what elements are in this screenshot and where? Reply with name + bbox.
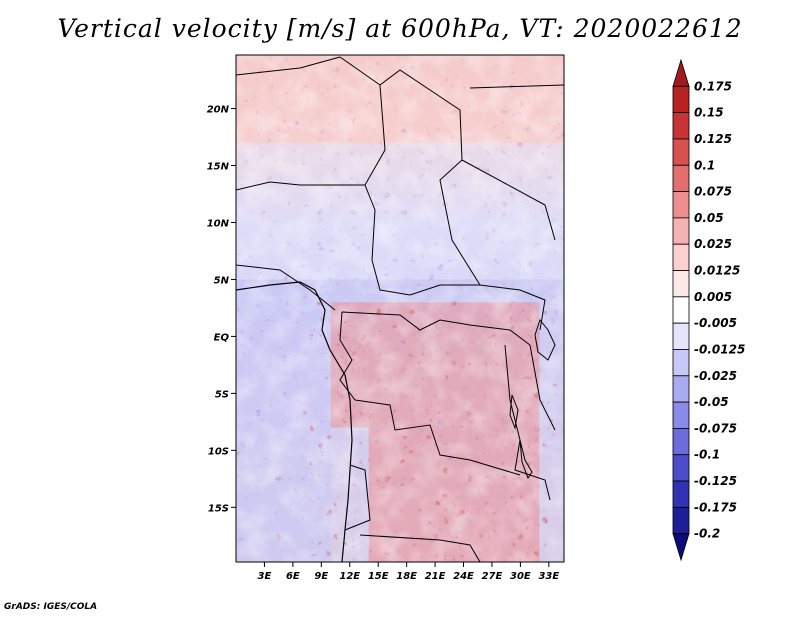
colorbar-label: -0.05 (694, 395, 729, 409)
colorbar-label: -0.075 (694, 421, 737, 435)
x-tick-label: 9E (314, 571, 328, 582)
colorbar-box (672, 533, 690, 562)
colorbar-box (672, 58, 690, 87)
colorbar-box (672, 428, 690, 456)
x-tick-label: 27E (482, 571, 503, 582)
colorbar-label: -0.0125 (694, 342, 745, 356)
y-tick-label: 5N (214, 275, 230, 286)
x-tick-label: 15E (368, 571, 389, 582)
country-borders (236, 56, 564, 562)
colorbar-box (672, 270, 690, 298)
x-tick-label: 33E (538, 571, 559, 582)
colorbar-box (672, 85, 690, 114)
x-tick-label: 6E (286, 571, 300, 582)
y-tick-label: EQ (214, 332, 230, 343)
grads-credit: GrADS: IGES/COLA (4, 602, 98, 612)
x-tick-label: 30E (510, 571, 531, 582)
y-tick-label: 10N (207, 218, 230, 229)
y-tick-label: 10S (208, 446, 229, 457)
colorbar-label: 0.125 (694, 132, 732, 146)
colorbar-box (672, 296, 690, 324)
y-axis-ticks: 20N 15N 10N 5N EQ 5S 10S 15S (207, 105, 236, 514)
colorbar-box (672, 164, 690, 192)
colorbar-label: -0.175 (694, 500, 737, 514)
colorbar-box (672, 454, 690, 482)
colorbar-label: 0.025 (694, 237, 732, 251)
colorbar-box (672, 243, 690, 271)
colorbar-box (672, 401, 690, 429)
y-tick-label: 20N (207, 105, 230, 116)
x-tick-label: 3E (258, 571, 272, 582)
colorbar-label: 0.05 (694, 211, 724, 225)
colorbar-box (672, 375, 690, 403)
colorbar-label: -0.1 (694, 448, 720, 462)
colorbar-label: 0.15 (694, 106, 724, 120)
chart-title: Vertical velocity [m/s] at 600hPa, VT: 2… (57, 14, 743, 43)
colorbar-box (672, 322, 690, 350)
colorbar: 0.175 0.15 0.125 0.1 0.075 0.05 0.025 0.0125 0.0… (672, 58, 745, 562)
x-axis-ticks: 3E 6E 9E 12E 15E 18E 21E 24E 27E 30E 33E (258, 562, 559, 582)
plot-frame (235, 54, 565, 563)
colorbar-box (672, 217, 690, 245)
x-tick-label: 24E (453, 571, 474, 582)
vertical-velocity-field (236, 55, 564, 562)
x-tick-label: 18E (396, 571, 417, 582)
colorbar-label: 0.005 (694, 290, 732, 304)
colorbar-box (672, 112, 690, 140)
colorbar-label: -0.025 (694, 369, 737, 383)
colorbar-label: -0.2 (694, 527, 720, 541)
colorbar-label: 0.1 (694, 158, 715, 172)
y-tick-label: 5S (215, 389, 229, 400)
colorbar-label: 0.075 (694, 185, 732, 199)
x-tick-label: 12E (339, 571, 360, 582)
y-tick-label: 15S (208, 503, 229, 514)
lakes (509, 318, 556, 480)
colorbar-box (672, 506, 690, 535)
colorbar-label: -0.005 (694, 316, 737, 330)
colorbar-box (672, 480, 690, 508)
colorbar-label: -0.125 (694, 474, 737, 488)
colorbar-label: 0.175 (694, 79, 732, 93)
colorbar-box (672, 349, 690, 377)
coastline (236, 281, 353, 562)
x-tick-label: 21E (425, 571, 446, 582)
y-tick-label: 15N (207, 162, 230, 173)
colorbar-label: 0.0125 (694, 264, 740, 278)
colorbar-box (672, 138, 690, 166)
colorbar-box (672, 191, 690, 219)
